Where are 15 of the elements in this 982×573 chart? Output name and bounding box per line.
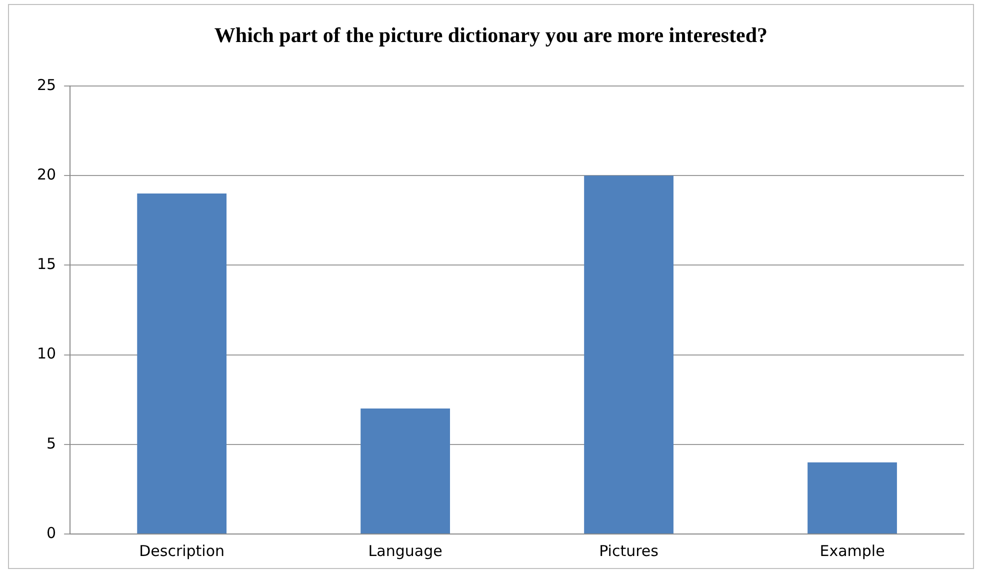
x-tick-label: Description (139, 542, 225, 560)
y-tick-label: 25 (36, 76, 56, 94)
y-tick-label: 5 (46, 434, 56, 452)
y-tick-label: 0 (46, 524, 56, 542)
bar (584, 176, 674, 534)
chart-title: Which part of the picture dictionary you are more interested? (213, 23, 769, 48)
x-tick-label: Example (820, 542, 885, 560)
x-tick-label: Language (368, 542, 442, 560)
y-tick-label: 10 (36, 344, 56, 363)
y-tick-label: 15 (36, 255, 56, 274)
bar (808, 462, 897, 534)
bar (137, 194, 227, 534)
x-tick-label: Pictures (599, 542, 659, 560)
y-tick-label: 20 (36, 165, 56, 184)
bar (360, 408, 450, 534)
